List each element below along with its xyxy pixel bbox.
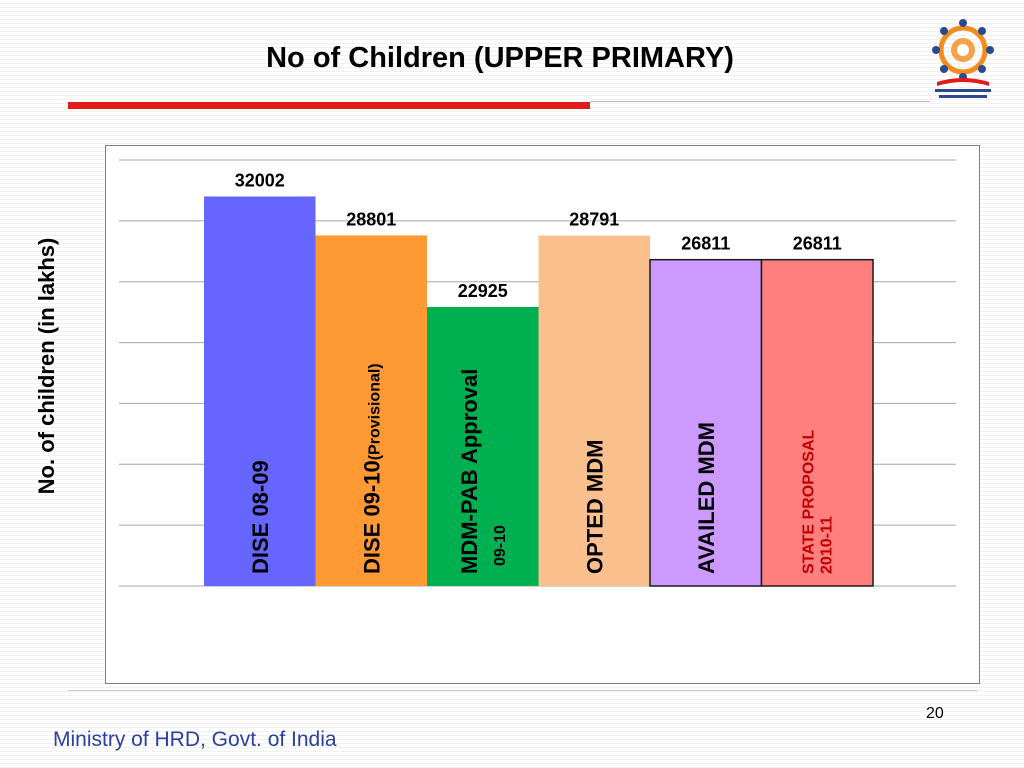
category-label-group: AVAILED MDM [694,422,719,574]
category-label-group: DISE 09-10(Provisional) [359,363,384,574]
bar-chart: 32002 DISE 08-09 28801 DISE 09-10(Provision… [119,159,956,587]
category-sublabel: 2010-11 [818,516,835,574]
page-number: 20 [926,705,944,722]
category-label: DISE 08-09 [248,460,273,574]
category-label: DISE 09-10(Provisional) [359,363,384,574]
data-label: 26811 [681,234,730,254]
data-label: 28791 [569,210,619,230]
footer-divider [68,690,978,691]
data-label: 28801 [346,209,396,229]
bar [315,235,427,586]
mid-day-meal-logo-icon [932,19,994,98]
data-label: 26811 [793,234,842,254]
bar [649,258,763,587]
category-label: MDM-PAB Approval [457,369,482,574]
category-label-group: MDM-PAB Approval 09-10 [457,369,509,574]
title-underline-gray [590,101,930,102]
footer-text: Ministry of HRD, Govt. of India [53,728,337,751]
category-sublabel: 09-10 [492,525,509,566]
title-underline-red [68,102,590,109]
slide-title: No of Children (UPPER PRIMARY) [266,42,734,74]
bar [427,306,539,586]
chart-area: 32002 DISE 08-09 28801 DISE 09-10(Provision… [105,145,980,684]
data-label: 22925 [458,281,508,301]
data-label: 32002 [235,170,285,190]
category-label-group: OPTED MDM [582,440,607,574]
y-axis-label: No. of children (in lakhs) [34,237,59,495]
bar [204,196,316,587]
category-label-group: STATE PROPOSAL 2010-11 [800,429,835,574]
category-label-group: DISE 08-09 [248,460,273,574]
bar [538,235,650,587]
category-label: AVAILED MDM [694,422,719,574]
category-label: STATE PROPOSAL [800,429,817,574]
category-label: OPTED MDM [582,440,607,574]
bar [760,258,874,587]
